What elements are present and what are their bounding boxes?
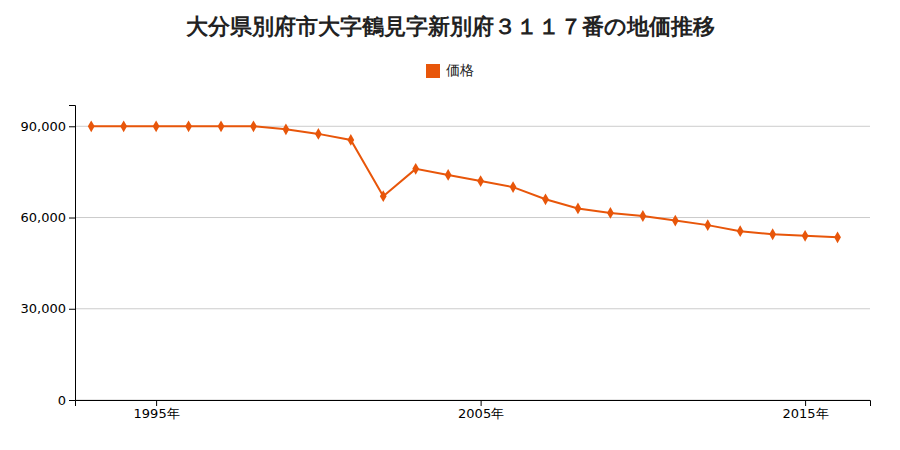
tick-label: 2015年	[783, 406, 829, 421]
plot: 1995年 2005年 2015年 0 30,000 60,000 90,000	[21, 106, 871, 422]
data	[88, 120, 841, 243]
tick-mark	[69, 218, 75, 219]
tick-mark	[69, 400, 75, 401]
tick-mark	[481, 400, 482, 406]
marker	[639, 210, 646, 222]
tick: 2005年	[458, 400, 504, 421]
marker	[737, 225, 744, 237]
marker	[510, 181, 517, 193]
tick: 1995年	[134, 400, 180, 421]
tick: 60,000	[21, 210, 76, 225]
legend-swatch	[426, 64, 440, 78]
tick: 30,000	[21, 301, 76, 316]
axis-line	[69, 106, 76, 401]
marker	[380, 190, 387, 202]
tick-label: 2005年	[458, 406, 504, 421]
marker	[250, 120, 257, 132]
marker	[315, 128, 322, 140]
tick: 2015年	[783, 400, 829, 421]
y-axis: 0 30,000 60,000 90,000	[21, 106, 76, 408]
marker	[802, 230, 809, 242]
chart: 大分県別府市大字鶴見字新別府３１１７番の地価推移 1995年 2005年 2015年 0…	[0, 0, 900, 450]
marker	[672, 215, 679, 227]
marker	[575, 203, 582, 215]
tick-mark	[156, 400, 157, 406]
tick-label: 60,000	[21, 210, 67, 225]
marker	[704, 219, 711, 231]
legend-item: 価格	[426, 62, 474, 78]
marker	[834, 231, 841, 243]
marker	[218, 120, 225, 132]
title: 大分県別府市大字鶴見字新別府３１１７番の地価推移	[186, 14, 715, 39]
marker	[769, 228, 776, 240]
marker	[153, 120, 160, 132]
marker	[412, 163, 419, 175]
tick-label: 1995年	[134, 406, 180, 421]
tick: 0	[58, 393, 75, 408]
tick-mark	[69, 309, 75, 310]
marker	[445, 169, 452, 181]
marker	[185, 120, 192, 132]
axis-line	[76, 401, 871, 407]
marker	[120, 120, 127, 132]
tick-label: 0	[58, 393, 66, 408]
line	[91, 126, 837, 237]
marker	[283, 123, 290, 135]
legend-label: 価格	[446, 62, 474, 78]
x-axis: 1995年 2005年 2015年	[76, 400, 871, 421]
legend: 価格	[426, 62, 474, 78]
tick: 90,000	[21, 119, 76, 134]
tick-mark	[805, 400, 806, 406]
grid-line	[75, 217, 870, 218]
tick-mark	[69, 126, 75, 127]
marker	[347, 134, 354, 146]
marker	[607, 207, 614, 219]
grid	[75, 126, 870, 400]
tick-label: 90,000	[21, 119, 67, 134]
tick-label: 30,000	[21, 301, 67, 316]
grid-line	[75, 308, 870, 309]
marker	[542, 193, 549, 205]
marker	[88, 120, 95, 132]
marker	[477, 175, 484, 187]
